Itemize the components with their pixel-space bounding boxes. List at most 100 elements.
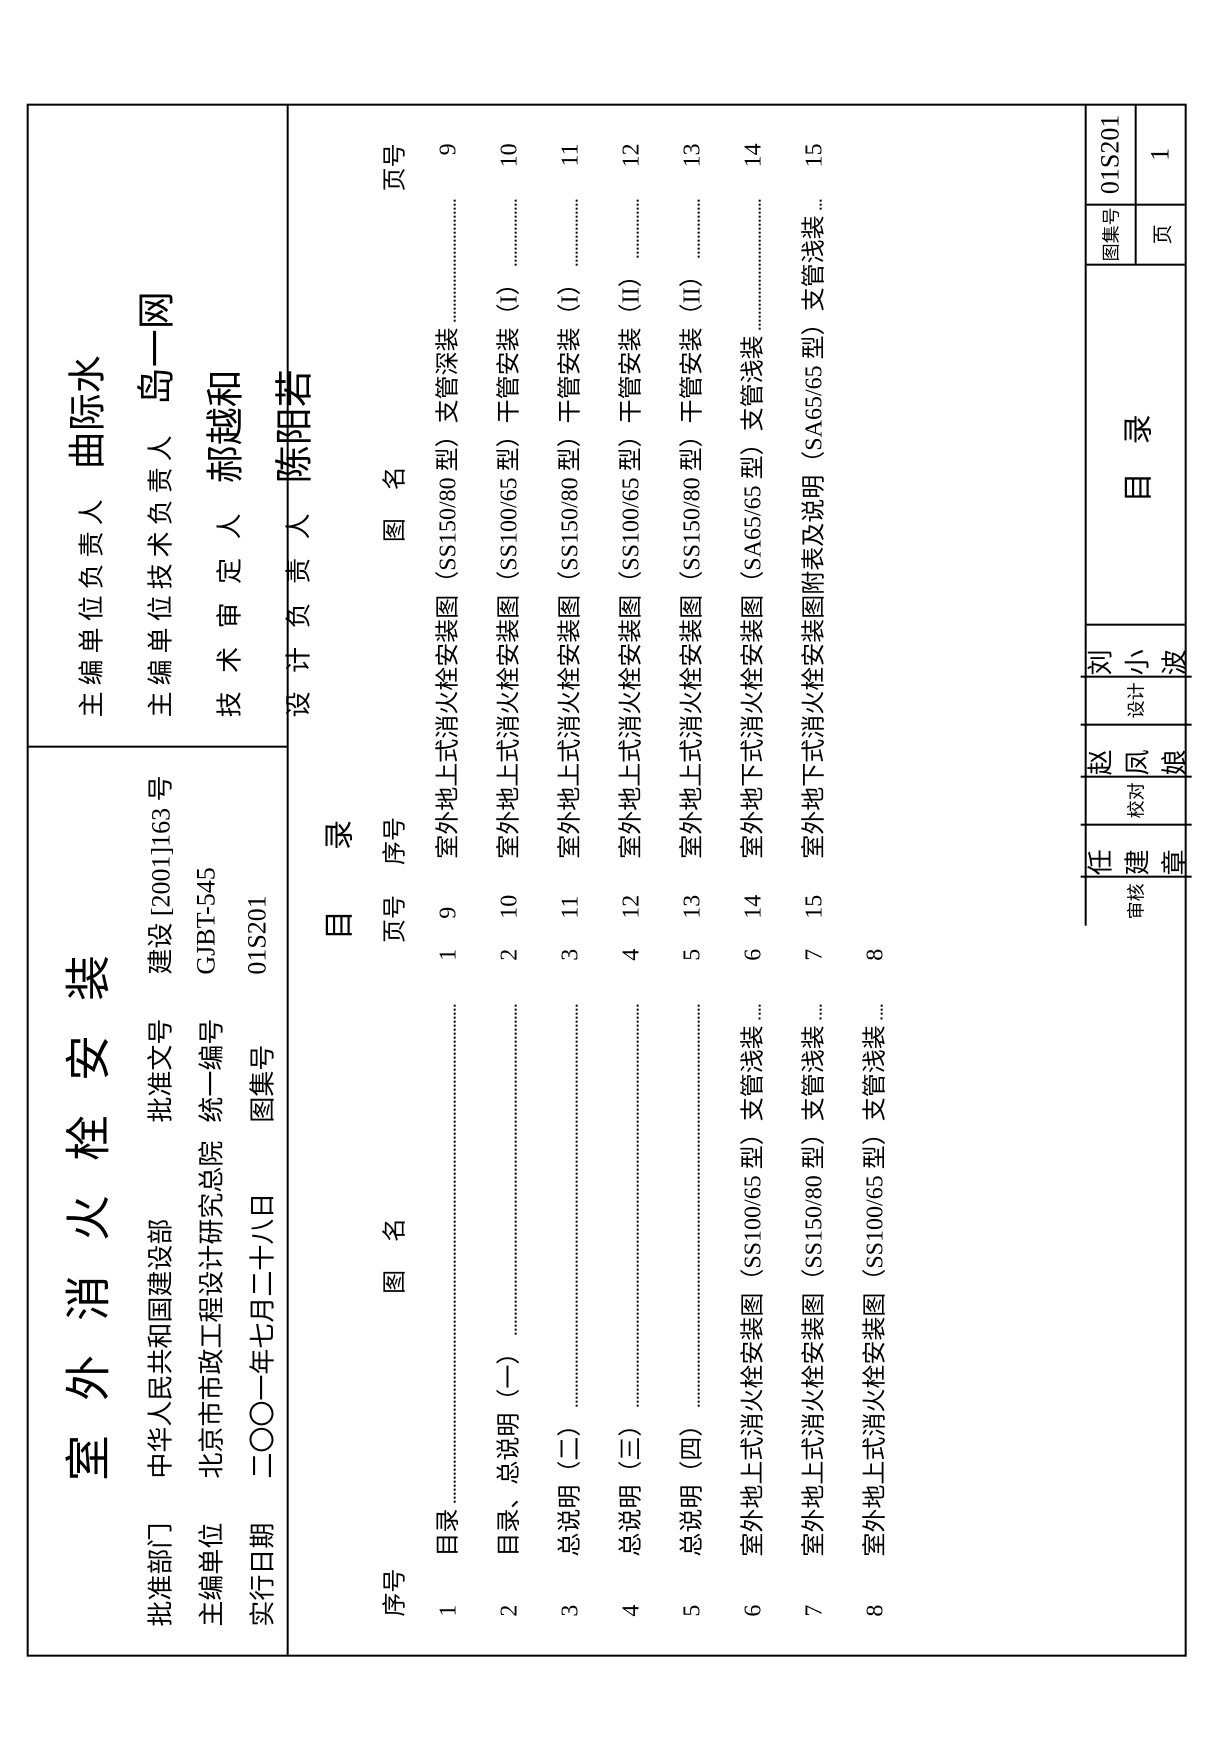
toc-column-headers: 序号 图名 页号 序号 图名 页号: [375, 143, 410, 1616]
toc-leader: [432, 199, 456, 321]
meta-grid: 批准部门 中华人民共和国建设部 批准文号 建设 [2001]163 号 主编单位…: [141, 775, 280, 1626]
toc-leader: [859, 1004, 883, 1019]
page-label: 页: [1137, 203, 1185, 263]
toc-seq: 1: [436, 1556, 463, 1616]
toc-seq: 8: [863, 1556, 890, 1616]
toc-name: 总说明（二）: [550, 1412, 585, 1556]
toc-header-name-left: 图名: [375, 955, 410, 1557]
toc-name: 室外地上式消火栓安装图（SS100/65 型）干管安装（II）: [611, 263, 646, 858]
toc-seq: 15: [802, 858, 829, 918]
document-title: 室外消火栓安装: [47, 775, 141, 1626]
toc-name: 目录、总说明（一）: [489, 1340, 524, 1556]
toc-page: 5: [680, 948, 707, 998]
toc-row: 12室外地上式消火栓安装图（SS100/65 型）干管安装（II）12: [611, 143, 646, 918]
toc-row: 14室外地下式消火栓安装图（SA65/65 型）支管浅装14: [733, 143, 768, 918]
toc-heading: 目录: [315, 143, 359, 1616]
toc-leader: [432, 1004, 456, 1502]
code-value: 01S201: [1087, 105, 1135, 203]
toc-leader: [737, 199, 761, 329]
title-block: 审核 任建章 校对 赵凤娘 设计 刘小波 目录 图集号 01S201 页 1: [1085, 105, 1185, 925]
approval-column: 审核 任建章 校对 赵凤娘 设计 刘小波: [1087, 625, 1185, 925]
meta-approve-dept-label: 批准部门: [141, 1496, 178, 1626]
signature-row-2: 主编单位技术负责人 岛一网: [126, 133, 181, 717]
toc-page: 6: [741, 948, 768, 998]
proof-value: 赵凤娘: [1081, 725, 1192, 775]
toc-page: 13: [680, 143, 707, 193]
toc-name: 目录: [428, 1508, 463, 1556]
toc-page: 2: [497, 948, 524, 998]
meta-approve-dept: 中华人民共和国建设部: [141, 1140, 178, 1478]
meta-doc-no: 建设 [2001]163 号: [141, 775, 178, 974]
proof-label: 校对: [1081, 775, 1192, 825]
header: 室外消火栓安装 批准部门 中华人民共和国建设部 批准文号 建设 [2001]16…: [29, 105, 289, 1654]
toc-row: 4总说明（三）4: [611, 948, 646, 1616]
toc-seq: 6: [741, 1556, 768, 1616]
header-left: 室外消火栓安装 批准部门 中华人民共和国建设部 批准文号 建设 [2001]16…: [29, 745, 287, 1654]
toc-name: 总说明（三）: [611, 1412, 646, 1556]
toc-page: 9: [436, 143, 463, 193]
meta-atlas-no-label: 图集号: [243, 992, 280, 1122]
toc-row: 6室外地上式消火栓安装图（SS100/65 型）支管浅装6: [733, 948, 768, 1616]
toc-name: 室外地上式消火栓安装图（SS150/80 型）干管安装（II）: [672, 263, 707, 858]
meta-doc-no-label: 批准文号: [141, 992, 178, 1122]
toc-name: 室外地上式消火栓安装图（SS100/65 型）支管浅装: [855, 1025, 890, 1556]
toc-leader: [554, 1004, 578, 1406]
toc-header-page-left: 页号: [375, 895, 410, 955]
toc-name: 室外地上式消火栓安装图（SS150/80 型）干管安装（I）: [550, 271, 585, 858]
code-label: 图集号: [1087, 203, 1135, 263]
meta-atlas-no: 01S201: [243, 775, 280, 974]
toc-row: 3总说明（二）3: [550, 948, 585, 1616]
toc-page: 1: [436, 948, 463, 998]
toc-header-seq-right: 序号: [375, 805, 410, 865]
toc-header-page-right: 页号: [375, 143, 410, 203]
signature-label-2: 主编单位技术负责人: [141, 429, 178, 717]
toc-page: 3: [558, 948, 585, 998]
toc-leader: [798, 1004, 822, 1019]
toc-seq: 3: [558, 1556, 585, 1616]
toc-name: 室外地下式消火栓安装图附表及说明（SA65/65 型）支管浅装: [794, 215, 829, 858]
toc-leader: [798, 199, 822, 209]
toc-leader: [493, 1004, 517, 1334]
toc-leader: [554, 199, 578, 265]
signature-label-3: 技 术 审 定 人: [210, 507, 247, 717]
toc-name: 室外地上式消火栓安装图（SS150/80 型）支管深装: [428, 327, 463, 858]
signature-value-3: 郝越和: [195, 369, 250, 499]
toc-leader: [676, 199, 700, 257]
toc-page: 12: [619, 143, 646, 193]
meta-editor-unit: 北京市市政工程设计研究总院: [192, 1140, 229, 1478]
body: 目录 序号 图名 页号 序号 图名 页号 1目录12目录、总说明（一）23总说明…: [289, 105, 1085, 1654]
check-value: 任建章: [1081, 825, 1192, 875]
signature-value-2: 岛一网: [126, 291, 181, 421]
sheet-title: 目录: [1087, 265, 1185, 625]
toc-name: 室外地下式消火栓安装图（SA65/65 型）支管浅装: [733, 335, 768, 858]
toc-seq: 14: [741, 858, 768, 918]
toc-seq: 4: [619, 1556, 646, 1616]
toc-row: 2目录、总说明（一）2: [489, 948, 524, 1616]
toc-page: 11: [558, 143, 585, 193]
toc-leader: [493, 199, 517, 265]
toc-page: 14: [741, 143, 768, 193]
toc-row: 13室外地上式消火栓安装图（SS150/80 型）干管安装（II）13: [672, 143, 707, 918]
toc-name: 室外地上式消火栓安装图（SS100/65 型）支管浅装: [733, 1025, 768, 1556]
toc-row: 9室外地上式消火栓安装图（SS150/80 型）支管深装9: [428, 143, 463, 918]
toc-seq: 9: [436, 858, 463, 918]
signature-row-3: 技 术 审 定 人 郝越和: [195, 133, 250, 717]
toc-row: 7室外地上式消火栓安装图（SS150/80 型）支管浅装7: [794, 948, 829, 1616]
design-label: 设计: [1081, 675, 1192, 725]
toc-row: 10室外地上式消火栓安装图（SS100/65 型）干管安装（I）10: [489, 143, 524, 918]
drawing-sheet: 室外消火栓安装 批准部门 中华人民共和国建设部 批准文号 建设 [2001]16…: [27, 103, 1187, 1656]
toc-row: 11室外地上式消火栓安装图（SS150/80 型）干管安装（I）11: [550, 143, 585, 918]
signature-value-1: 曲际水: [57, 355, 112, 485]
toc-leader: [615, 1004, 639, 1406]
toc-page: 10: [497, 143, 524, 193]
toc-name: 总说明（四）: [672, 1412, 707, 1556]
toc-seq: 7: [802, 1556, 829, 1616]
signature-label-1: 主编单位负责人: [72, 493, 109, 717]
toc-leader: [737, 1004, 761, 1019]
toc-leader: [615, 199, 639, 257]
toc-seq: 10: [497, 858, 524, 918]
toc-row: 15室外地下式消火栓安装图附表及说明（SA65/65 型）支管浅装15: [794, 143, 829, 918]
page: 室外消火栓安装 批准部门 中华人民共和国建设部 批准文号 建设 [2001]16…: [0, 20, 1214, 1739]
toc-seq: 11: [558, 858, 585, 918]
toc-page: 7: [802, 948, 829, 998]
